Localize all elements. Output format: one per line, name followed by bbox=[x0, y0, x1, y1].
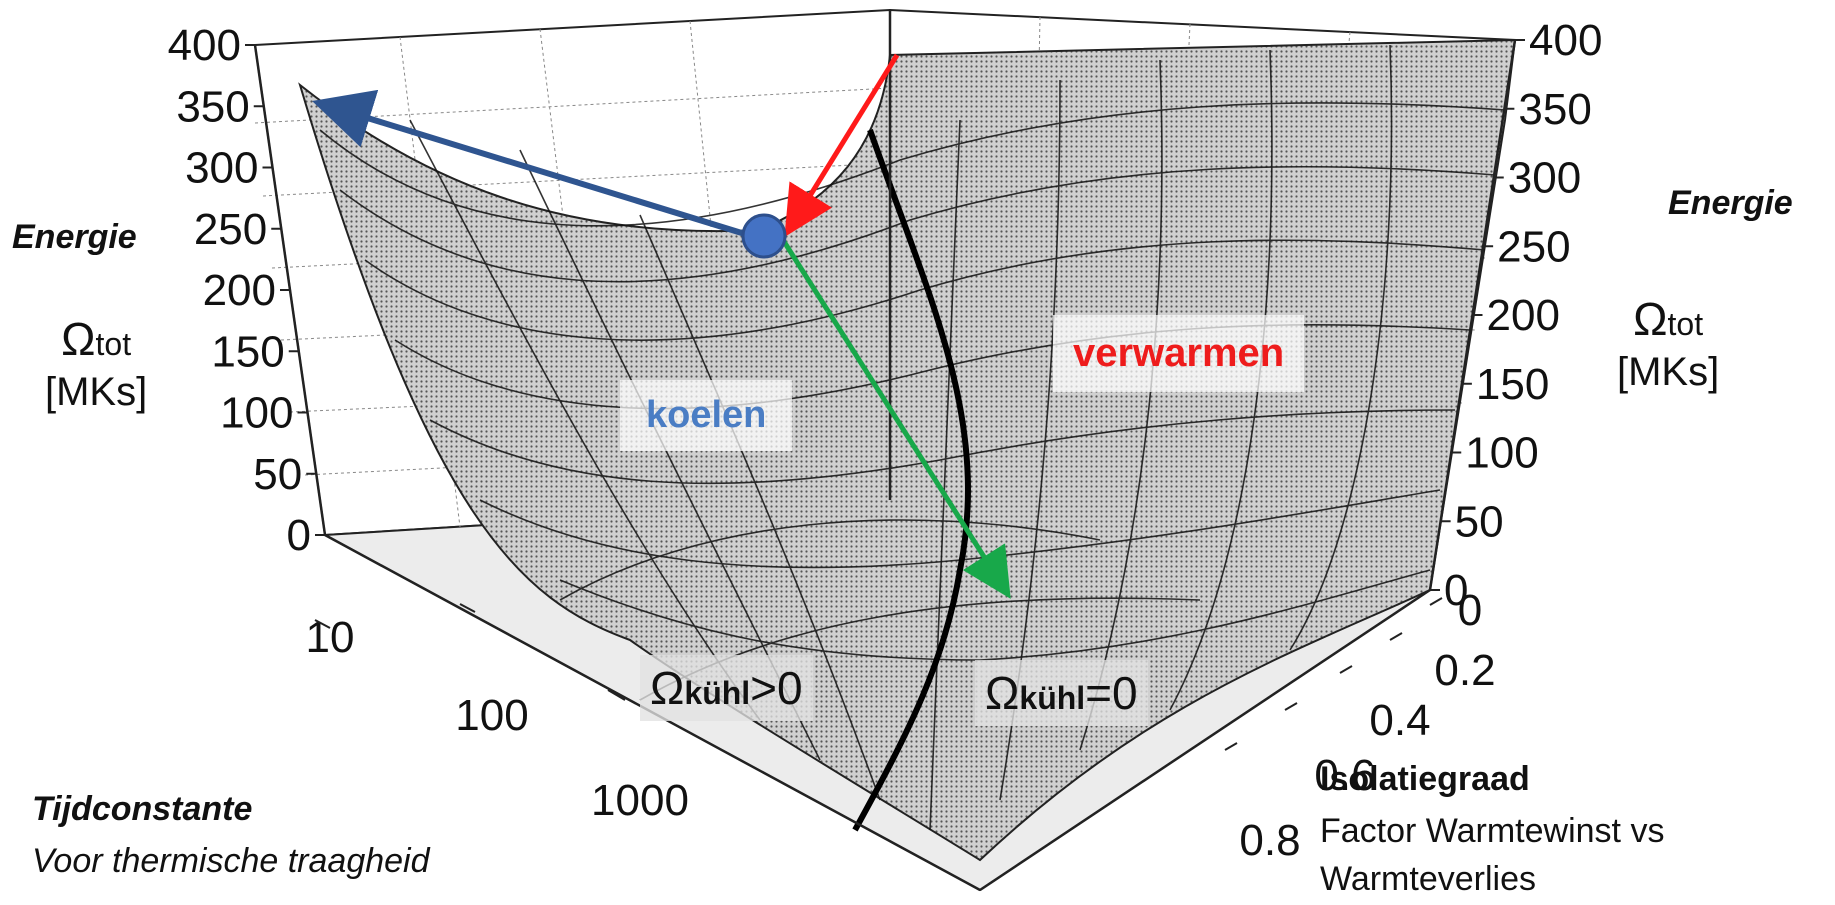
right-omega-subscript: tot bbox=[1667, 306, 1704, 342]
y-tick-1: 0.2 bbox=[1434, 646, 1495, 695]
cooling-positive-label: Ωkühl>0 bbox=[640, 655, 813, 721]
heating-label: verwarmen bbox=[1073, 331, 1285, 375]
optimum-marker bbox=[741, 213, 787, 259]
right-z-tick-6: 100 bbox=[1465, 429, 1538, 478]
cooling-positive-relation: >0 bbox=[750, 662, 803, 714]
left-z-tick-3: 250 bbox=[194, 205, 267, 254]
left-axis-title: Energie bbox=[12, 218, 137, 256]
energy-surface bbox=[298, 38, 1517, 862]
left-z-tick-6: 100 bbox=[220, 389, 293, 438]
x-axis-subtitle: Voor thermische traagheid bbox=[32, 842, 430, 880]
x-tick-mark-2 bbox=[607, 689, 626, 701]
left-z-tick-1: 350 bbox=[176, 82, 249, 131]
y-tick-0: 0 bbox=[1458, 586, 1482, 635]
y-axis-title: Isolatiegraad bbox=[1320, 760, 1530, 798]
left-z-tick-7: 50 bbox=[253, 450, 302, 499]
left-z-ticks: 400 350 300 250 200 150 100 50 0 bbox=[168, 21, 325, 560]
x-ticks: 10 100 1000 bbox=[306, 603, 689, 825]
y-tick-mark-4 bbox=[1224, 742, 1238, 751]
y-tick-2: 0.4 bbox=[1369, 696, 1430, 745]
left-z-tick-8: 0 bbox=[287, 511, 311, 560]
cooling-zero-symbol: Ω bbox=[985, 667, 1020, 719]
x-axis-title: Tijdconstante bbox=[32, 790, 253, 828]
left-omega-subscript: tot bbox=[95, 326, 132, 362]
blue-arrow bbox=[312, 89, 759, 241]
y-tick-mark-3 bbox=[1284, 702, 1298, 711]
x-tick-mark-1 bbox=[459, 603, 476, 613]
cooling-zero-subscript: kühl bbox=[1019, 680, 1086, 716]
y-tick-4: 0.8 bbox=[1239, 816, 1300, 865]
right-z-tick-0: 400 bbox=[1529, 16, 1602, 65]
cooling-positive-subscript: kühl bbox=[684, 675, 751, 711]
red-arrow bbox=[784, 53, 900, 238]
y-axis-subtitle-line1: Factor Warmtewinst vs bbox=[1320, 812, 1665, 850]
left-z-tick-4: 200 bbox=[203, 266, 276, 315]
x-tick-0: 10 bbox=[306, 613, 355, 662]
right-axis-title: Energie bbox=[1668, 184, 1793, 222]
heating-label-box: verwarmen bbox=[1053, 315, 1305, 392]
right-z-tick-8: 0 bbox=[1444, 566, 1468, 615]
right-omega-symbol: Ω bbox=[1633, 293, 1668, 345]
cooling-label-box: koelen bbox=[620, 380, 793, 451]
right-z-tick-7: 50 bbox=[1455, 497, 1504, 546]
right-axis-symbol-group: Ωtot [MKs] bbox=[1617, 295, 1719, 396]
cooling-boundary-curve bbox=[852, 129, 971, 832]
cooling-zero-label: Ωkühl=0 bbox=[975, 660, 1148, 726]
right-z-tick-4: 200 bbox=[1487, 291, 1560, 340]
right-z-tick-1: 350 bbox=[1518, 85, 1591, 134]
cooling-positive-symbol: Ω bbox=[650, 662, 685, 714]
y-tick-3: 0.6 bbox=[1314, 751, 1375, 800]
right-z-tick-5: 150 bbox=[1476, 360, 1549, 409]
x-tick-2: 1000 bbox=[591, 776, 689, 825]
green-arrow bbox=[780, 238, 1011, 599]
y-axis-subtitle-line2: Warmteverlies bbox=[1320, 860, 1536, 898]
left-z-tick-5: 150 bbox=[211, 327, 284, 376]
left-axis-symbol-group: Ωtot [MKs] bbox=[45, 315, 147, 416]
x-tick-mark-0 bbox=[314, 619, 331, 629]
right-z-tick-2: 300 bbox=[1508, 154, 1581, 203]
y-tick-mark-2 bbox=[1339, 665, 1353, 674]
y-tick-mark-1 bbox=[1389, 632, 1403, 641]
right-z-tick-3: 250 bbox=[1497, 222, 1570, 271]
left-axis-unit: [MKs] bbox=[45, 370, 148, 414]
left-z-tick-0: 400 bbox=[168, 21, 241, 70]
x-tick-1: 100 bbox=[455, 691, 528, 740]
cooling-label: koelen bbox=[646, 394, 767, 436]
left-omega-symbol: Ω bbox=[61, 313, 96, 365]
y-tick-mark-0 bbox=[1429, 597, 1443, 606]
cooling-zero-relation: =0 bbox=[1085, 667, 1138, 719]
right-z-ticks: 400 350 300 250 200 150 100 50 0 bbox=[1430, 16, 1602, 615]
left-z-tick-2: 300 bbox=[185, 144, 258, 193]
right-axis-unit: [MKs] bbox=[1617, 350, 1720, 394]
y-ticks: 0 0.20.4 0.6 0.8 bbox=[1224, 586, 1496, 865]
